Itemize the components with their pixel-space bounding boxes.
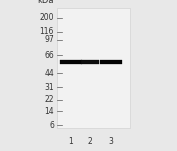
Bar bbox=[100, 60, 122, 64]
Text: 3: 3 bbox=[109, 137, 113, 146]
Text: 200: 200 bbox=[39, 13, 54, 22]
Text: 116: 116 bbox=[40, 27, 54, 37]
Text: 44: 44 bbox=[44, 69, 54, 77]
Bar bbox=[60, 60, 82, 64]
Bar bbox=[57, 8, 130, 128]
Bar bbox=[81, 60, 99, 64]
Text: 1: 1 bbox=[69, 137, 73, 146]
Text: 66: 66 bbox=[44, 50, 54, 59]
Text: kDa: kDa bbox=[38, 0, 54, 5]
Text: 31: 31 bbox=[44, 82, 54, 92]
Text: 14: 14 bbox=[44, 106, 54, 116]
Text: 97: 97 bbox=[44, 35, 54, 45]
Text: 2: 2 bbox=[88, 137, 92, 146]
Text: 6: 6 bbox=[49, 120, 54, 130]
Text: 22: 22 bbox=[44, 95, 54, 104]
